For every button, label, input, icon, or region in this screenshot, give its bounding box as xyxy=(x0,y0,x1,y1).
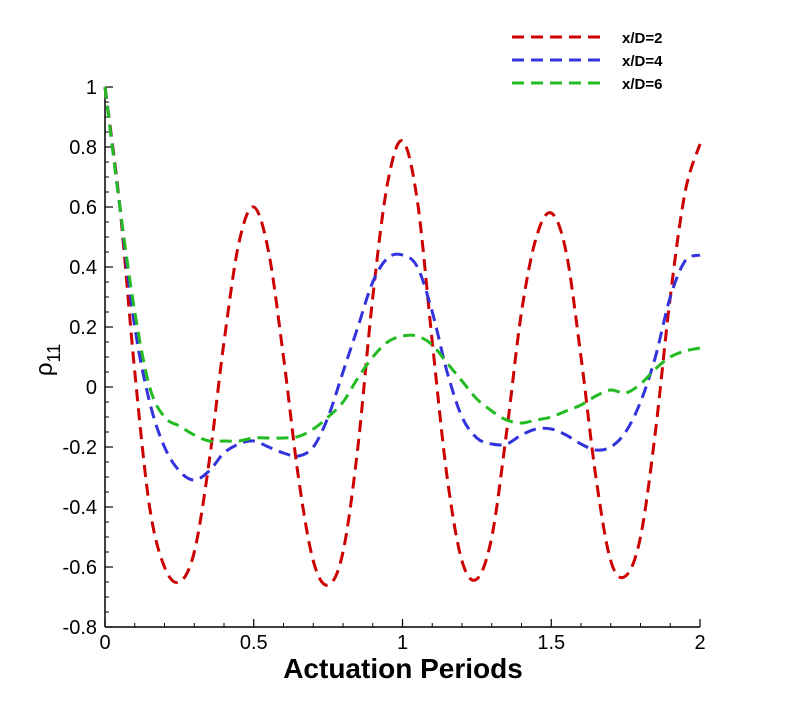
y-tick-label: 1 xyxy=(86,77,97,99)
y-axis-title-symbol: ρ xyxy=(31,363,58,377)
y-tick-label: -0.6 xyxy=(63,557,97,579)
legend: x/D=2 x/D=4 x/D=6 xyxy=(512,30,663,93)
x-tick-label: 0 xyxy=(99,632,110,654)
ticks xyxy=(104,86,701,628)
tick-labels: -0.8 -0.6 -0.4 -0.2 0 0.2 0.4 0.6 0.8 1 0 0.5 1 1.5 2 xyxy=(63,77,706,654)
y-tick-label: -0.4 xyxy=(63,497,97,519)
series-line-2 xyxy=(103,86,701,482)
y-axis-title-subscript: 11 xyxy=(44,344,64,363)
axes xyxy=(104,87,700,628)
y-tick-label: 0 xyxy=(86,377,97,399)
y-tick-label: 0.8 xyxy=(69,137,97,159)
x-tick-label: 2 xyxy=(694,632,705,654)
legend-label-1: x/D=2 xyxy=(622,30,662,47)
y-axis-title: ρ11 xyxy=(31,344,64,376)
x-tick-label: 1 xyxy=(397,632,408,654)
y-tick-label: 0.4 xyxy=(69,257,97,279)
x-tick-label: 0.5 xyxy=(240,632,268,654)
y-tick-label: -0.2 xyxy=(63,437,97,459)
y-tick-label: 0.2 xyxy=(69,317,97,339)
y-tick-label: 0.6 xyxy=(69,197,97,219)
svg-text:ρ11: ρ11 xyxy=(31,344,64,376)
series-line-3 xyxy=(103,86,701,443)
x-axis-title: Actuation Periods xyxy=(283,653,523,684)
legend-label-3: x/D=6 xyxy=(622,76,662,93)
y-tick-label: -0.8 xyxy=(63,617,97,639)
series-lines xyxy=(103,86,702,587)
series-line-1 xyxy=(103,86,702,587)
x-tick-label: 1.5 xyxy=(537,632,565,654)
legend-label-2: x/D=4 xyxy=(622,53,663,70)
